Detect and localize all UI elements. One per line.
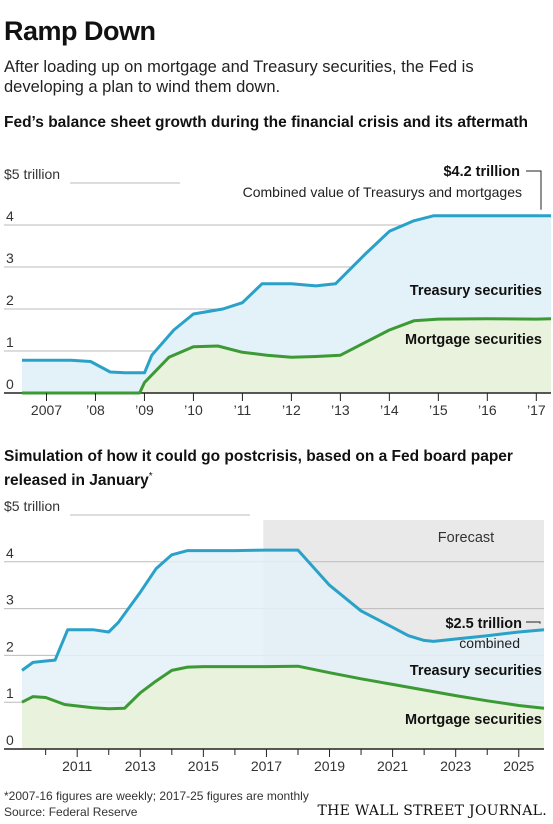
y-axis-label: $5 trillion bbox=[4, 166, 60, 182]
chart2: 4 3 2 1 0 $5 trillion 2011 2013 2015 2017 2019 2021… bbox=[4, 498, 545, 774]
total-value-leader bbox=[526, 621, 541, 624]
treasury-line bbox=[21, 548, 545, 672]
total-value-label: $2.5 trillion bbox=[445, 616, 522, 632]
y-axis-label: $5 trillion bbox=[4, 498, 60, 514]
y-tick-label: 2 bbox=[6, 292, 14, 308]
x-tick-label: 2019 bbox=[314, 758, 345, 774]
x-tick-label: 2023 bbox=[440, 758, 471, 774]
x-tick-label: ’17 bbox=[527, 402, 546, 418]
x-tick-label: 2025 bbox=[503, 758, 534, 774]
chart2-title: Simulation of how it could go postcrisis… bbox=[4, 447, 544, 491]
y-tick-label: 1 bbox=[6, 685, 14, 701]
y-tick-label: 2 bbox=[6, 638, 14, 654]
y-tick-label: 3 bbox=[6, 250, 14, 266]
y-tick-label: 1 bbox=[6, 334, 14, 350]
mortgage-series-label: Mortgage securities bbox=[405, 332, 542, 348]
footnote: *2007-16 figures are weekly; 2017-25 fig… bbox=[4, 789, 309, 803]
forecast-label: Forecast bbox=[438, 530, 494, 546]
y-tick-label: 0 bbox=[6, 732, 14, 748]
page-title: Ramp Down bbox=[4, 16, 156, 46]
y-tick-label: 0 bbox=[6, 376, 14, 392]
x-tick-label: ’12 bbox=[282, 402, 301, 418]
treasury-series-label: Treasury securities bbox=[410, 663, 542, 679]
x-tick-label: 2017 bbox=[251, 758, 282, 774]
y-tick-label: 3 bbox=[6, 592, 14, 608]
chart2-title-text: Simulation of how it could go postcrisis… bbox=[4, 448, 513, 490]
x-tick-label: ’15 bbox=[429, 402, 448, 418]
mortgage-line bbox=[21, 664, 545, 711]
x-tick-label: 2007 bbox=[31, 402, 62, 418]
x-tick-label: ’14 bbox=[380, 402, 399, 418]
x-tick-label: ’11 bbox=[234, 402, 252, 418]
source-note: Source: Federal Reserve bbox=[4, 805, 138, 819]
page-subtitle: After loading up on mortgage and Treasur… bbox=[4, 58, 474, 96]
chart2-title-footnote-mark: * bbox=[148, 471, 153, 482]
x-tick-label: ’10 bbox=[184, 402, 203, 418]
x-tick-label: ’09 bbox=[135, 402, 154, 418]
treasury-series-label: Treasury securities bbox=[410, 283, 542, 299]
x-tick-label: ’16 bbox=[478, 402, 497, 418]
mortgage-series-label: Mortgage securities bbox=[405, 712, 542, 728]
y-tick-label: 4 bbox=[6, 545, 14, 561]
x-tick-label: ’13 bbox=[331, 402, 350, 418]
x-tick-label: 2011 bbox=[62, 758, 92, 774]
total-value-leader bbox=[526, 170, 542, 210]
x-tick-label: 2013 bbox=[125, 758, 156, 774]
chart1-title: Fed’s balance sheet growth during the fi… bbox=[4, 114, 528, 131]
total-value-caption: combined bbox=[459, 635, 520, 651]
total-value-label: $4.2 trillion bbox=[443, 164, 520, 180]
x-tick-label: 2021 bbox=[377, 758, 408, 774]
chart1: 4 3 2 1 0 $5 trillion 2007 ’08 ’09 ’10 ’11 ’12 ’13 ’1… bbox=[4, 164, 552, 418]
mortgage-line bbox=[22, 317, 552, 395]
total-value-caption: Combined value of Treasurys and mortgage… bbox=[243, 184, 522, 200]
x-tick-label: 2015 bbox=[188, 758, 219, 774]
y-tick-label: 4 bbox=[6, 208, 14, 224]
publisher-logo: THE WALL STREET JOURNAL. bbox=[317, 803, 547, 819]
x-tick-label: ’08 bbox=[86, 402, 105, 418]
treasury-line bbox=[22, 214, 551, 375]
mortgage-area bbox=[22, 666, 544, 749]
